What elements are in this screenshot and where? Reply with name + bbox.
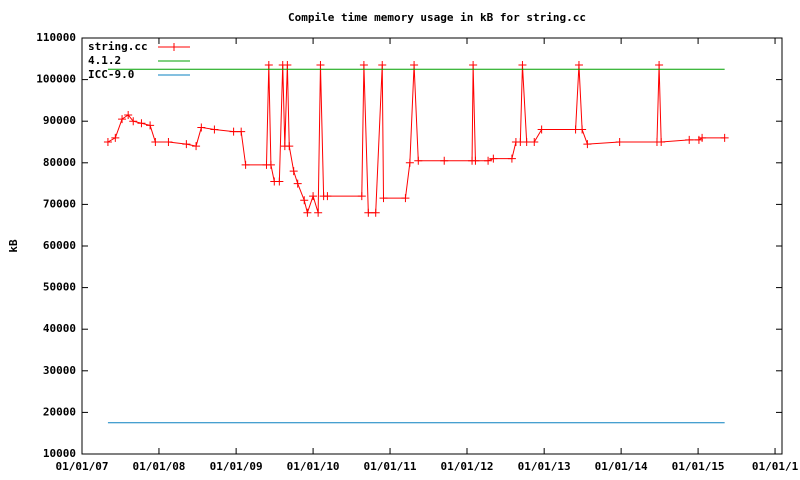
y-tick-label: 110000	[36, 31, 76, 44]
point-marker	[151, 138, 160, 146]
point-marker	[241, 160, 250, 169]
point-marker	[197, 123, 206, 132]
y-tick-label: 10000	[43, 447, 76, 460]
point-marker	[685, 135, 694, 144]
chart-title: Compile time memory usage in kB for stri…	[288, 11, 586, 24]
legend-label: 4.1.2	[88, 54, 121, 67]
point-marker	[378, 61, 387, 70]
point-marker	[266, 160, 275, 169]
point-marker	[364, 208, 373, 217]
point-marker	[357, 192, 366, 201]
point-marker	[192, 142, 201, 151]
point-marker	[615, 138, 624, 146]
x-tick-label: 01/01/13	[518, 460, 571, 473]
point-marker	[182, 140, 191, 149]
x-tick-label: 01/01/08	[132, 460, 185, 473]
x-tick-label: 01/01/09	[210, 460, 263, 473]
point-marker	[111, 133, 120, 142]
point-marker	[103, 138, 112, 146]
point-marker	[583, 140, 592, 149]
point-marker	[229, 127, 238, 136]
x-tick-label: 01/01/14	[595, 460, 648, 473]
legend-label: ICC-9.0	[88, 68, 134, 81]
point-marker	[129, 117, 138, 126]
x-tick-label: 01/01/15	[672, 460, 725, 473]
x-tick-label: 01/01/11	[364, 460, 417, 473]
point-marker	[405, 158, 414, 167]
x-tick-label: 01/01/07	[56, 460, 109, 473]
point-marker	[507, 154, 516, 163]
point-marker	[303, 208, 312, 217]
point-marker	[518, 61, 527, 70]
point-marker	[359, 61, 368, 70]
x-tick-label: 01/01/10	[287, 460, 340, 473]
y-axis-label: kB	[7, 239, 20, 253]
point-marker	[118, 115, 127, 124]
y-tick-label: 90000	[43, 114, 76, 127]
point-marker	[314, 208, 323, 217]
point-marker	[309, 192, 318, 201]
series-line	[107, 65, 725, 215]
point-marker	[578, 125, 587, 134]
y-tick-label: 30000	[43, 364, 76, 377]
y-tick-label: 20000	[43, 405, 76, 418]
point-marker	[323, 192, 332, 201]
point-marker	[655, 61, 664, 70]
point-marker	[285, 142, 294, 151]
legend-marker	[170, 43, 178, 51]
point-marker	[698, 133, 707, 142]
y-tick-label: 100000	[36, 73, 76, 86]
point-marker	[574, 61, 583, 70]
point-marker	[146, 121, 155, 130]
point-marker	[210, 125, 219, 134]
point-marker	[293, 179, 302, 188]
point-marker	[489, 154, 498, 163]
y-tick-label: 80000	[43, 156, 76, 169]
point-marker	[410, 61, 419, 70]
x-tick-label: 01/01/1	[752, 460, 799, 473]
y-tick-label: 40000	[43, 322, 76, 335]
point-marker	[275, 177, 284, 186]
point-marker	[379, 194, 388, 203]
point-marker	[264, 61, 273, 70]
point-marker	[537, 125, 546, 134]
point-marker	[471, 156, 480, 165]
point-marker	[401, 194, 410, 203]
point-marker	[414, 156, 423, 165]
point-marker	[530, 138, 539, 146]
point-marker	[289, 167, 298, 176]
plot-frame	[81, 37, 783, 455]
point-marker	[371, 208, 380, 217]
point-marker	[484, 156, 493, 165]
point-marker	[657, 138, 666, 146]
y-tick-label: 50000	[43, 281, 76, 294]
point-marker	[720, 133, 729, 142]
point-marker	[237, 127, 246, 136]
point-marker	[283, 61, 292, 70]
point-marker	[316, 61, 325, 70]
legend-label: string.cc	[88, 40, 148, 53]
point-marker	[137, 119, 146, 128]
point-marker	[469, 61, 478, 70]
point-marker	[440, 156, 449, 165]
x-tick-label: 01/01/12	[441, 460, 494, 473]
y-tick-label: 60000	[43, 239, 76, 252]
point-marker	[124, 110, 133, 119]
point-marker	[300, 196, 309, 205]
point-marker	[164, 138, 173, 146]
point-marker	[522, 138, 531, 146]
y-tick-label: 70000	[43, 197, 76, 210]
